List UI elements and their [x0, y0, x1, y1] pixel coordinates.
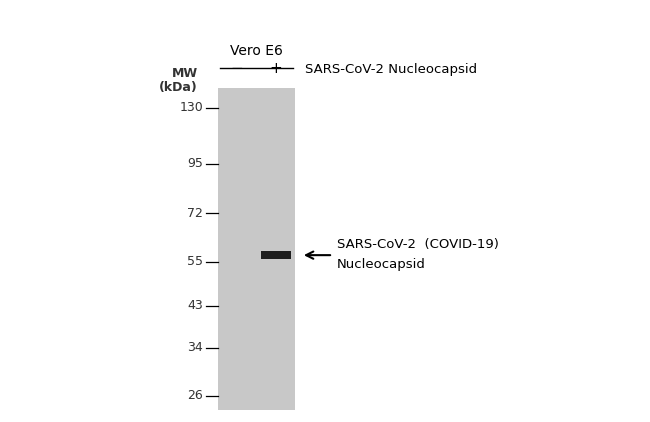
Text: +: + [269, 61, 282, 76]
Text: −: − [231, 61, 244, 76]
Text: 26: 26 [187, 389, 203, 402]
Text: (kDa): (kDa) [159, 81, 198, 94]
Text: 95: 95 [187, 157, 203, 170]
Text: SARS-CoV-2  (COVID-19): SARS-CoV-2 (COVID-19) [337, 238, 499, 251]
Text: 43: 43 [187, 299, 203, 312]
Bar [261, 251, 291, 260]
Text: Nucleocapsid: Nucleocapsid [337, 258, 426, 271]
Text: 34: 34 [187, 341, 203, 354]
Bar [218, 88, 295, 410]
Text: MW: MW [172, 67, 198, 80]
Text: SARS-CoV-2 Nucleocapsid: SARS-CoV-2 Nucleocapsid [305, 63, 477, 76]
Text: 55: 55 [187, 255, 203, 268]
Text: 72: 72 [187, 207, 203, 220]
Text: 130: 130 [179, 101, 203, 114]
Text: Vero E6: Vero E6 [230, 44, 283, 58]
